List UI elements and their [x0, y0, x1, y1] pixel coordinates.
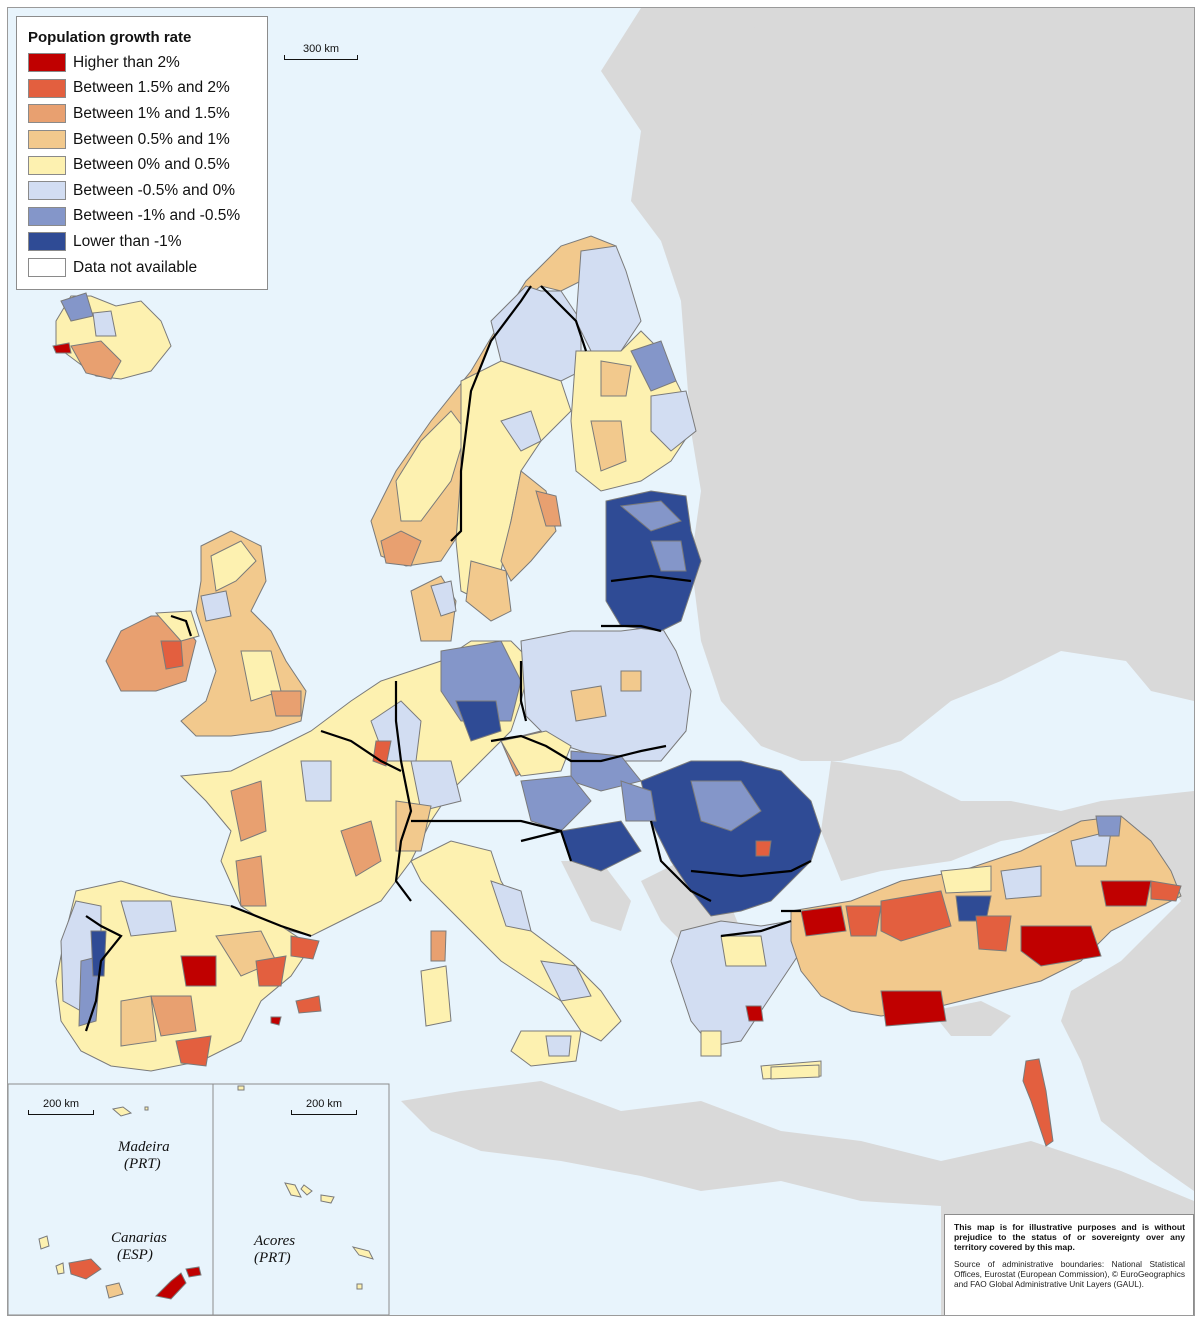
regions-iceland	[52, 292, 172, 380]
inset-label-country: (PRT)	[124, 1156, 161, 1172]
legend-swatch	[28, 232, 66, 252]
legend-item: Between 0% and 0.5%	[28, 152, 267, 178]
inset-label-madeira: Madeira (PRT)	[118, 1139, 170, 1173]
inset-label-name: Acores	[254, 1233, 296, 1249]
scale-bar-line	[28, 1110, 94, 1115]
regions-uk-ireland	[105, 530, 307, 737]
disclaimer-box: This map is for illustrative purposes an…	[944, 1214, 1194, 1315]
regions-turkey	[790, 815, 1182, 1027]
inset-label-canarias: Canarias (ESP)	[111, 1230, 167, 1264]
legend-swatch	[28, 78, 66, 98]
legend-item: Between 1.5% and 2%	[28, 76, 267, 102]
legend-label: Data not available	[73, 258, 198, 276]
regions-islands	[770, 1058, 1054, 1147]
map-frame: Population growth rate Higher than 2% Be…	[7, 7, 1195, 1316]
inset-panels	[8, 1083, 390, 1315]
regions-west-central	[179, 575, 552, 937]
scale-bar-label: 200 km	[42, 1098, 80, 1110]
legend-swatch	[28, 181, 66, 201]
scale-bar-main: 300 km	[284, 43, 358, 60]
regions-east	[500, 490, 822, 917]
scale-bar-inset-2: 200 km	[291, 1098, 357, 1115]
legend-label: Higher than 2%	[73, 53, 180, 71]
inset-label-country: (ESP)	[117, 1247, 153, 1263]
regions-italy	[410, 840, 622, 1067]
scale-bar-line	[284, 55, 358, 60]
legend-label: Between 0.5% and 1%	[73, 130, 230, 148]
legend-item: Between -1% and -0.5%	[28, 204, 267, 230]
legend-label: Between 0% and 0.5%	[73, 156, 230, 174]
legend-swatch	[28, 104, 66, 124]
scale-bar-label: 200 km	[305, 1098, 343, 1110]
legend-label: Lower than -1%	[73, 232, 182, 250]
inset-label-country: (PRT)	[254, 1250, 291, 1266]
inset-label-name: Madeira	[118, 1139, 170, 1155]
regions-nordic	[370, 235, 697, 622]
scale-bar-inset-1: 200 km	[28, 1098, 94, 1115]
scale-bar-line	[291, 1110, 357, 1115]
regions-iberia	[55, 880, 322, 1072]
country-borders	[84, 285, 812, 1032]
legend-swatch	[28, 53, 66, 73]
legend-title: Population growth rate	[28, 29, 192, 46]
disclaimer-notice: This map is for illustrative purposes an…	[954, 1222, 1185, 1252]
legend-item: Between -0.5% and 0%	[28, 178, 267, 204]
legend-swatch	[28, 155, 66, 175]
legend-label: Between 1% and 1.5%	[73, 104, 230, 122]
legend-item: Higher than 2%	[28, 50, 267, 76]
legend-swatch	[28, 130, 66, 150]
scale-bar-label: 300 km	[302, 43, 340, 55]
legend: Population growth rate Higher than 2% Be…	[16, 16, 268, 290]
inset-label-name: Canarias	[111, 1230, 167, 1246]
legend-swatch	[28, 258, 66, 278]
legend-label: Between -0.5% and 0%	[73, 181, 235, 199]
legend-item: Lower than -1%	[28, 229, 267, 255]
legend-label: Between 1.5% and 2%	[73, 79, 230, 97]
legend-item: Between 1% and 1.5%	[28, 101, 267, 127]
disclaimer-source: Source of administrative boundaries: Nat…	[954, 1259, 1185, 1289]
inset-label-acores: Acores (PRT)	[254, 1233, 295, 1267]
legend-item: Between 0.5% and 1%	[28, 127, 267, 153]
europe-map	[8, 8, 1194, 1315]
legend-swatch	[28, 206, 66, 226]
legend-label: Between -1% and -0.5%	[73, 207, 241, 225]
legend-item: Data not available	[28, 255, 267, 281]
